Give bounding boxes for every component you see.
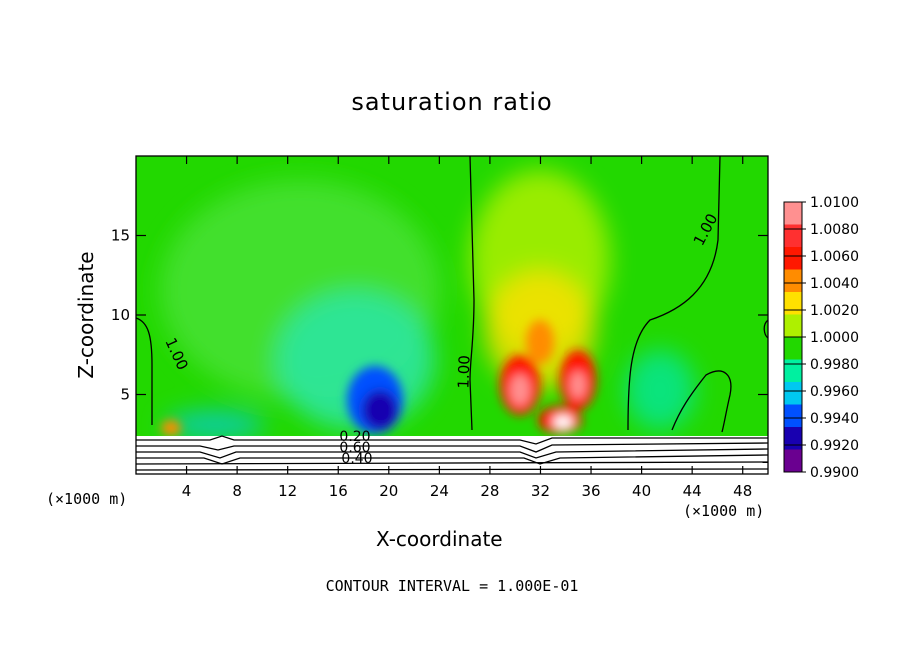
terrain-mask [136, 436, 768, 474]
y-tick-label: 15 [111, 227, 130, 245]
colorbar-swatch [784, 359, 802, 383]
x-tick-label: 8 [232, 482, 242, 500]
contour-label: 1.00 [454, 355, 473, 389]
colorbar-label: 0.9900 [810, 465, 859, 481]
colorbar-swatch [784, 449, 802, 473]
x-unit-label-right: (×1000 m) [683, 502, 765, 520]
x-axis-label: X-coordinate [376, 527, 503, 551]
x-tick-label: 48 [733, 482, 752, 500]
chart-title: saturation ratio [351, 88, 553, 116]
colorbar-swatch [784, 292, 802, 315]
x-tick-label: 28 [480, 482, 499, 500]
colorbar-label: 1.0000 [810, 330, 859, 346]
x-tick-label: 20 [379, 482, 398, 500]
x-axis-ticks: 4 8 12 16 20 24 28 32 36 40 44 48 [182, 156, 752, 500]
x-unit-label-left: (×1000 m) [46, 490, 128, 508]
colorbar-label: 1.0040 [810, 276, 859, 292]
colorbar-swatch [784, 404, 802, 428]
colorbar-swatch [784, 269, 802, 293]
field-blobs-sharp [161, 320, 596, 436]
colorbar-swatch [784, 382, 802, 405]
x-tick-label: 32 [531, 482, 550, 500]
x-tick-label: 44 [683, 482, 702, 500]
y-axis-ticks: 5 10 15 [111, 227, 768, 404]
colorbar-label: 0.9980 [810, 357, 859, 373]
colorbar-swatch [784, 247, 802, 270]
colorbar-label: 1.0100 [810, 195, 859, 211]
x-tick-label: 36 [581, 482, 600, 500]
x-tick-label: 24 [430, 482, 449, 500]
x-tick-label: 40 [632, 482, 651, 500]
colorbar-label: 1.0080 [810, 222, 859, 238]
colorbar-swatch [784, 427, 802, 450]
x-tick-label: 12 [278, 482, 297, 500]
contour-label: 0.20 [339, 429, 370, 445]
contour-lines [136, 156, 768, 433]
contour-label: 0.60 [339, 440, 370, 456]
colorbar-swatch [784, 337, 802, 360]
colorbar-swatch [784, 314, 802, 338]
y-tick-label: 10 [111, 306, 130, 324]
x-tick-label: 16 [329, 482, 348, 500]
colorbar-swatch [784, 202, 802, 225]
contour-label: 0.40 [341, 451, 372, 467]
colorbar-label: 0.9940 [810, 411, 859, 427]
colorbar-label: 1.0020 [810, 303, 859, 319]
colorbar-label: 1.0060 [810, 249, 859, 265]
heatmap-field [136, 156, 768, 474]
x-tick-label: 4 [182, 482, 192, 500]
terrain-contours [136, 435, 768, 471]
colorbar-label: 0.9960 [810, 384, 859, 400]
colorbar-label: 0.9920 [810, 438, 859, 454]
colorbar-swatch [784, 224, 802, 248]
colorbar: 1.0100 1.0080 1.0060 1.0040 1.0020 1.0000 0.99… [783, 195, 859, 481]
y-tick-label: 5 [120, 386, 130, 404]
contour-interval-footer: CONTOUR INTERVAL = 1.000E-01 [325, 577, 579, 595]
